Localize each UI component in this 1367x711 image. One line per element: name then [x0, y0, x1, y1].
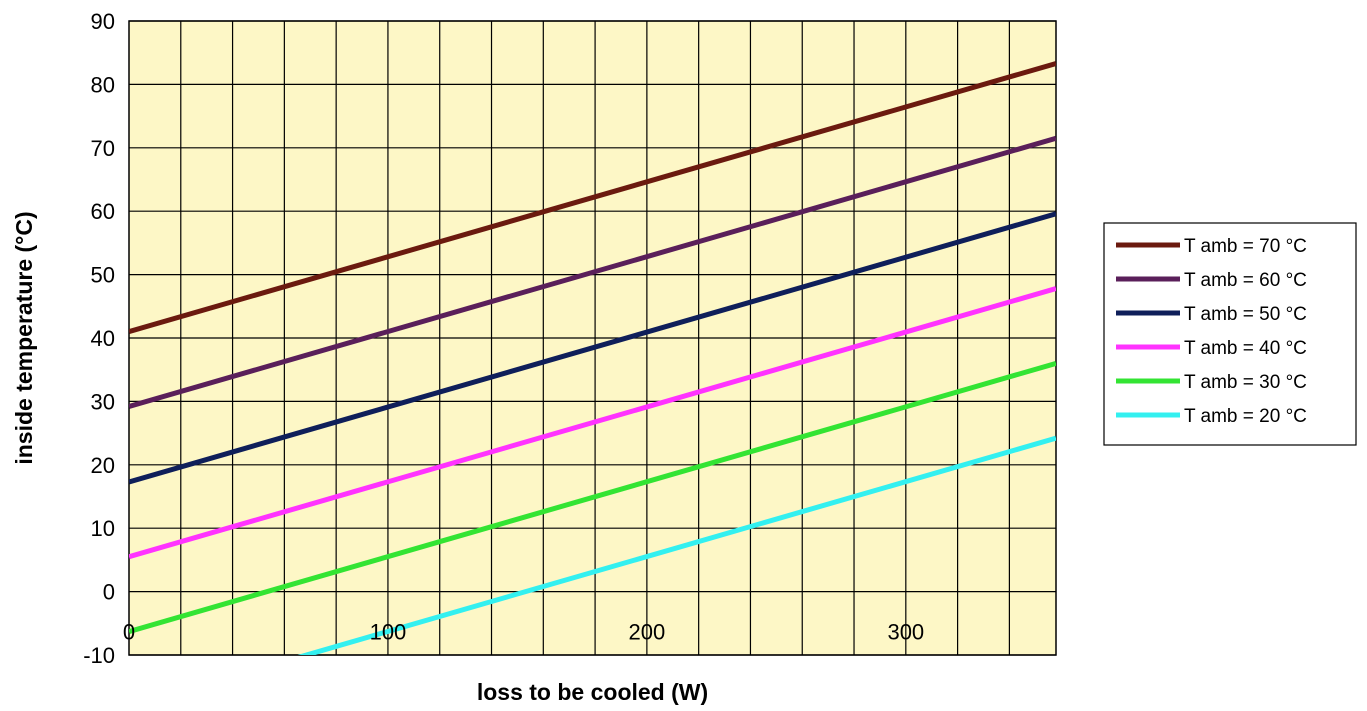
x-tick-label: 0	[123, 620, 135, 645]
y-tick-label: 50	[91, 263, 115, 288]
legend-label-3: T amb = 40 °C	[1184, 338, 1307, 359]
y-tick-label: 80	[91, 72, 115, 97]
x-tick-label: 200	[629, 620, 666, 645]
legend: T amb = 70 °C T amb = 60 °C T amb = 50 °C T…	[1103, 222, 1357, 446]
x-axis-title: loss to be cooled (W)	[477, 679, 708, 705]
series-line-4	[129, 360, 1056, 634]
series-line-3	[129, 286, 1056, 560]
legend-label-1: T amb = 60 °C	[1184, 270, 1307, 291]
legend-label-2: T amb = 50 °C	[1184, 304, 1307, 325]
y-tick-label: 90	[91, 9, 115, 34]
series-line-2	[129, 211, 1056, 485]
y-tick-label: 70	[91, 136, 115, 161]
plot-border	[128, 20, 1057, 656]
y-tick-label: 60	[91, 199, 115, 224]
x-tick-label: 100	[370, 620, 407, 645]
series-lines	[129, 61, 1056, 655]
x-tick-label: 300	[887, 620, 924, 645]
y-tick-label: -10	[83, 643, 115, 668]
legend-box	[1103, 222, 1357, 446]
y-tick-label: 10	[91, 516, 115, 541]
y-tick-label: 0	[103, 580, 115, 605]
y-tick-label: 20	[91, 453, 115, 478]
y-tick-label: 30	[91, 389, 115, 414]
legend-label-0: T amb = 70 °C	[1184, 236, 1307, 257]
legend-label-5: T amb = 20 °C	[1184, 406, 1307, 427]
legend-label-4: T amb = 30 °C	[1184, 372, 1307, 393]
series-line-0	[129, 61, 1056, 335]
series-line-1	[129, 135, 1056, 409]
y-tick-label: 40	[91, 326, 115, 351]
x-tick-labels: 0 100 200 300	[123, 620, 924, 645]
y-axis-title: inside temperature (°C)	[11, 211, 37, 464]
y-tick-labels: -10 0 10 20 30 40 50 60 70 80 90	[83, 9, 115, 668]
series-line-5	[297, 435, 1056, 655]
